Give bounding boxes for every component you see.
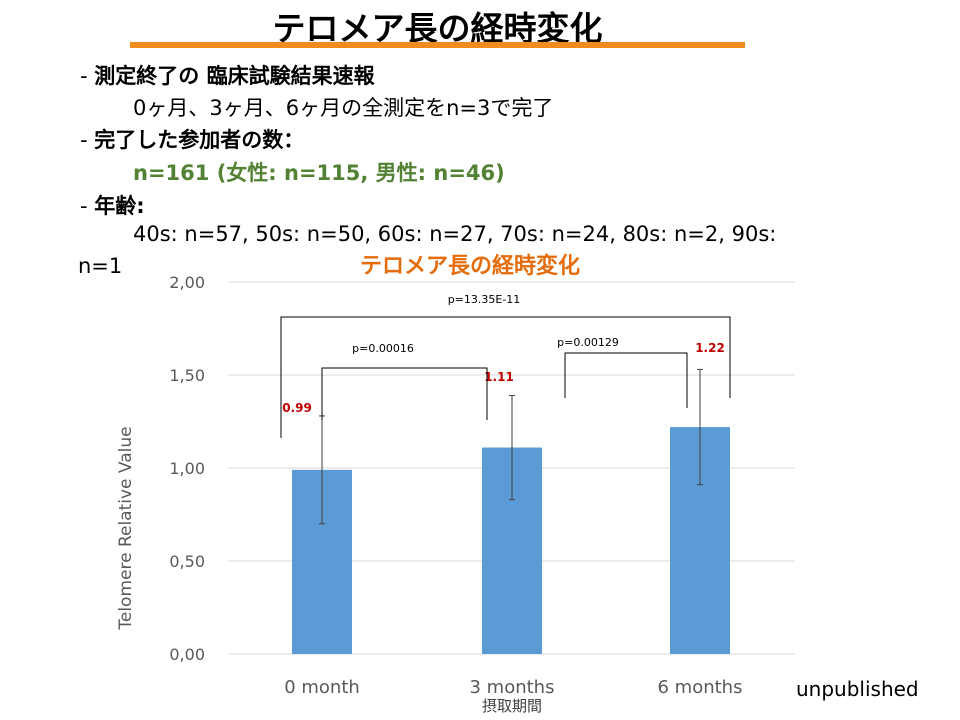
y-tick-label: 0,50 <box>169 552 205 571</box>
bullet-measurement: - 測定終了の 臨床試験結果速報 <box>80 60 375 90</box>
bullet-dash: - <box>80 64 95 88</box>
bullet-dash: - <box>80 194 95 218</box>
y-tick-label: 0,00 <box>169 645 205 664</box>
significance-bracket <box>564 352 688 408</box>
bullet-dash: - <box>80 128 95 152</box>
p-value-label: p=0.00016 <box>352 342 414 355</box>
x-tick-label: 3 months <box>470 677 555 698</box>
slide-title: テロメア長の経時変化 <box>272 9 603 48</box>
p-value-label: p=13.35E-11 <box>448 293 521 306</box>
y-axis-label: Telomere Relative Value <box>116 426 136 630</box>
p-value-label: p=0.00129 <box>557 336 619 349</box>
x-axis-label: 摂取期間 <box>482 697 542 715</box>
bullet-text: 完了した参加者の数： <box>94 128 305 152</box>
age-breakdown: 40s: n=57, 50s: n=50, 60s: n=27, 70s: n=… <box>133 222 777 246</box>
bullet-text: 測定終了の 臨床試験結果速報 <box>94 64 375 88</box>
bullet-text: 年齢: <box>94 194 145 218</box>
bullet-participants: - 完了した参加者の数： <box>80 124 304 154</box>
y-tick-label: 1,00 <box>169 459 205 478</box>
title-underline <box>130 42 745 48</box>
value-label: 1.22 <box>695 341 725 355</box>
chart-title: テロメア長の経時変化 <box>360 253 580 279</box>
participant-count: n=161 (女性: n=115, 男性: n=46) <box>133 161 505 185</box>
x-tick-label: 6 months <box>658 677 743 698</box>
bullet-age: - 年齢: <box>80 190 145 220</box>
significance-bracket <box>321 367 488 420</box>
y-tick-label: 2,00 <box>169 273 205 292</box>
measurement-detail: 0ヶ月、3ヶ月、6ヶ月の全測定をn=3で完了 <box>133 96 554 120</box>
y-tick-label: 1,50 <box>169 366 205 385</box>
significance-bracket <box>280 316 731 438</box>
x-tick-label: 0 month <box>284 677 360 698</box>
value-label: 0.99 <box>282 401 312 415</box>
unpublished-note: unpublished <box>796 677 919 701</box>
value-label: 1.11 <box>484 370 514 384</box>
age-breakdown-continued: n=1 <box>78 254 123 278</box>
